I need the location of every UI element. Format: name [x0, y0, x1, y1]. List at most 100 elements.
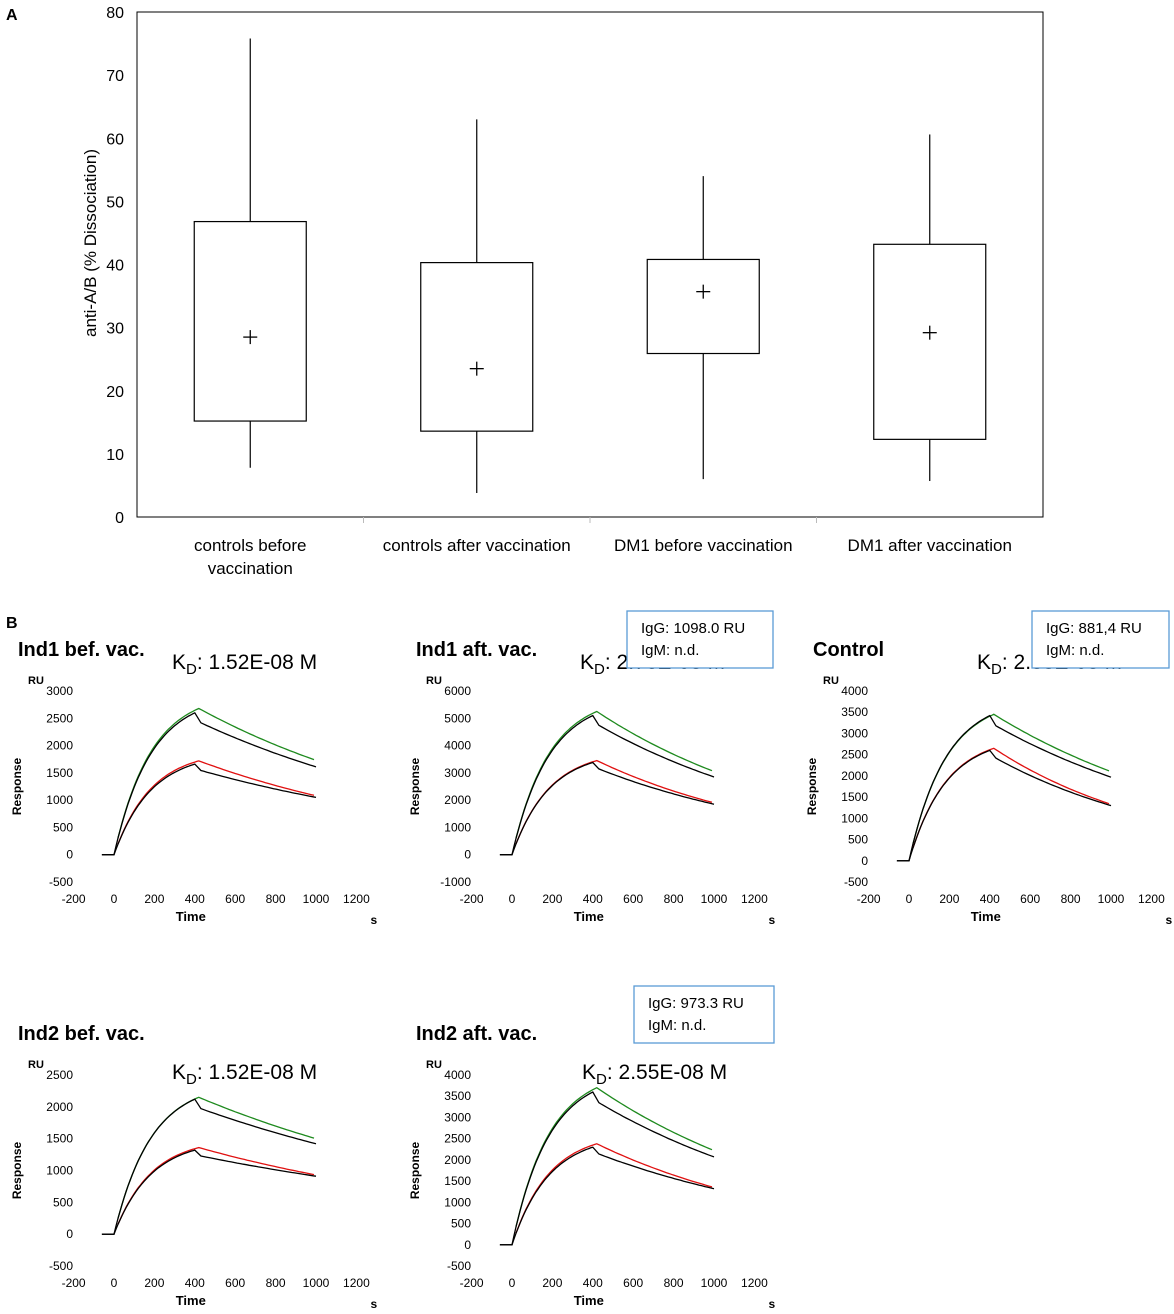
sensorgram-curve-upper: [896, 714, 1112, 862]
y-tick-label: 0: [464, 848, 471, 862]
info-box: [1031, 610, 1170, 669]
x-tick-label: 0: [509, 1276, 516, 1290]
x-tick-label: 800: [664, 1276, 684, 1290]
y-tick-label: 1000: [46, 1164, 73, 1178]
y-tick-label: 0: [464, 1238, 471, 1252]
x-tick-label: 1000: [1098, 892, 1125, 906]
y-tick-label: -500: [844, 875, 868, 889]
y-axis-label-a: anti-A/B (% Dissociation): [81, 149, 100, 337]
y-tick-label: 2500: [46, 711, 73, 725]
y-tick-label: 4000: [444, 739, 471, 753]
x-axis-label: Time: [176, 1293, 206, 1308]
kd-value: KD: 1.52E-08 M: [172, 1061, 317, 1088]
y-unit-label: RU: [28, 1059, 44, 1071]
y-tick-label: 5000: [444, 711, 471, 725]
x-tick-label: 800: [1061, 892, 1081, 906]
y-tick-label: 1500: [841, 790, 868, 804]
y-unit-label: RU: [426, 1059, 442, 1071]
y-tick-label: 500: [848, 833, 868, 847]
y-tick-label: -500: [49, 875, 73, 889]
sensorgram-curve-lower: [101, 1149, 317, 1235]
category-label: controls before: [194, 536, 306, 555]
info-box-line: IgG: 1098.0 RU: [641, 620, 745, 637]
sensorgram-curve-upper: [101, 711, 317, 856]
y-tick-label-a: 20: [106, 384, 124, 401]
y-tick-label: 4000: [841, 684, 868, 698]
kd-value: KD: 1.52E-08 M: [172, 651, 317, 678]
y-tick-label: 1000: [46, 793, 73, 807]
sensorgram-5: Ind2 aft. vac. KD: 2.55E-08 M IgG: 973.3 R…: [408, 985, 776, 1311]
x-tick-label: -200: [857, 892, 881, 906]
y-unit-label: RU: [426, 675, 442, 687]
y-tick-label: 500: [451, 1217, 471, 1231]
y-tick-label: 0: [861, 854, 868, 868]
x-axis-label: Time: [176, 909, 206, 924]
x-tick-label: 200: [144, 892, 164, 906]
x-tick-label: 0: [906, 892, 913, 906]
box-plot-2: [420, 119, 534, 494]
y-tick-label-a: 60: [106, 131, 124, 148]
y-tick-label: 0: [66, 1227, 73, 1241]
y-tick-label: 3000: [841, 726, 868, 740]
panel-b: Ind1 bef. vac. KD: 1.52E-08 M RU -500 0 500 10…: [10, 610, 1173, 1311]
kd-value: KD: 2.55E-08 M: [582, 1061, 727, 1088]
y-tick-label: 2500: [444, 1132, 471, 1146]
x-tick-label: 200: [144, 1276, 164, 1290]
sensorgram-curve-upper: [499, 714, 715, 856]
x-tick-label: 800: [664, 892, 684, 906]
sensorgram-curve-upper: [101, 1098, 317, 1235]
x-tick-label: 1000: [701, 1276, 728, 1290]
info-box-line: IgG: 973.3 RU: [648, 995, 744, 1012]
y-tick-label: 3000: [444, 766, 471, 780]
x-tick-label: -200: [62, 892, 86, 906]
x-unit-label: s: [769, 913, 776, 927]
y-tick-label: 6000: [444, 684, 471, 698]
box-iqr: [420, 262, 534, 432]
x-tick-label: 800: [266, 892, 286, 906]
x-tick-label: 600: [225, 1276, 245, 1290]
box-plot-4: [873, 134, 987, 482]
y-tick-label-a: 30: [106, 321, 124, 338]
y-tick-label: 1500: [46, 1132, 73, 1146]
y-tick-label: 3500: [841, 705, 868, 719]
panel-b-label: B: [6, 615, 18, 632]
x-tick-label: 400: [185, 1276, 205, 1290]
chart-title: Ind1 aft. vac.: [416, 639, 537, 661]
x-tick-label: 1200: [1138, 892, 1165, 906]
x-axis-label: Time: [574, 1293, 604, 1308]
y-tick-label: 3000: [46, 684, 73, 698]
info-box-line: IgM: n.d.: [641, 642, 699, 659]
fit-curve-lower: [515, 759, 713, 845]
sensorgram-4: Ind2 bef. vac. KD: 1.52E-08 M RU -500 0 500 10…: [10, 1023, 378, 1311]
sensorgram-1: Ind1 bef. vac. KD: 1.52E-08 M RU -500 0 500 10…: [10, 639, 378, 927]
y-axis-label: Response: [408, 1142, 422, 1200]
y-tick-label-a: 50: [106, 194, 124, 211]
box-plot-3: [646, 176, 760, 480]
sensorgram-curve-lower: [896, 749, 1112, 862]
y-unit-label: RU: [28, 675, 44, 687]
x-tick-label: 200: [542, 892, 562, 906]
x-tick-label: 600: [623, 1276, 643, 1290]
category-label: controls after vaccination: [383, 536, 571, 555]
y-tick-label: 3500: [444, 1089, 471, 1103]
y-axis-label: Response: [408, 758, 422, 816]
box-iqr: [193, 220, 307, 422]
x-axis-label: Time: [574, 909, 604, 924]
fit-curve-lower: [117, 760, 315, 845]
x-tick-label: 1200: [343, 892, 370, 906]
x-unit-label: s: [371, 913, 378, 927]
info-box-line: IgM: n.d.: [1046, 642, 1104, 659]
y-tick-label: 2000: [46, 739, 73, 753]
fit-curve-lower: [515, 1143, 713, 1234]
info-box-line: IgM: n.d.: [648, 1017, 706, 1034]
x-tick-label: 0: [111, 1276, 118, 1290]
fit-curve-upper: [117, 707, 315, 838]
y-tick-label: 2000: [444, 1153, 471, 1167]
x-tick-label: 1000: [303, 892, 330, 906]
x-tick-label: -200: [460, 892, 484, 906]
x-tick-label: 400: [583, 892, 603, 906]
x-axis-label: Time: [971, 909, 1001, 924]
